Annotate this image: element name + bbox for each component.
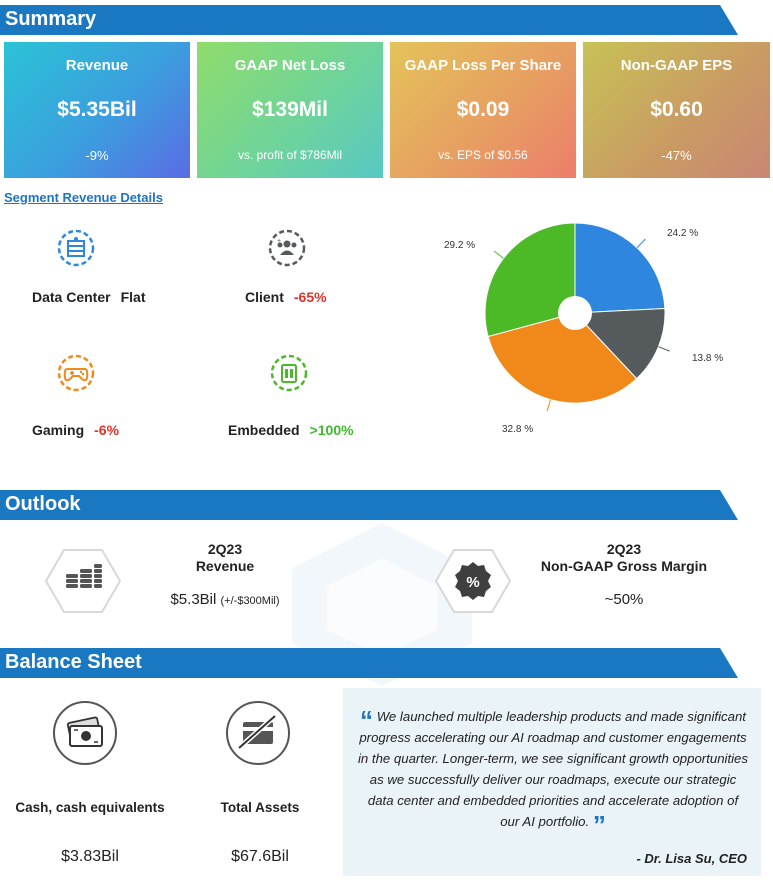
banner-shape [0,648,738,678]
outlook-banner: Outlook [0,490,740,520]
banner-shape [0,490,738,520]
segment-change: -65% [293,289,327,305]
open-quote-icon: “ [360,705,374,735]
percent-icon: % [434,549,512,613]
close-quote-icon: ” [592,810,606,840]
card-value: $139Mil [252,98,328,121]
card-title: Non-GAAP EPS [620,57,733,74]
balance-sheet-banner: Balance Sheet [0,648,740,678]
gaap-net-loss-card: GAAP Net Loss $139Mil vs. profit of $786… [197,42,383,178]
segment-data-center: Data Center Flat [32,289,145,305]
ceo-quote-box: “ We launched multiple leadership produc… [343,688,761,876]
segment-revenue-link[interactable]: Segment Revenue Details [4,190,163,205]
pie-label-4: 29.2 % [444,240,476,251]
svg-text:+: + [277,238,281,245]
pie-slice-3 [487,312,638,404]
segment-change: >100% [309,422,354,438]
segment-client: Client -65% [245,289,327,305]
outlook-period: 2Q23 [606,541,642,557]
card-value: $5.35Bil [57,98,137,121]
outlook-heading: Outlook [5,493,81,515]
embedded-icon [270,354,308,392]
quote-text: We launched multiple leadership products… [358,709,748,829]
pie-label-2: 13.8 % [692,353,724,364]
balance-cash-value: $3.83Bil [61,848,119,865]
no-card-icon [226,701,290,765]
balance-sheet-heading: Balance Sheet [5,651,142,673]
balance-total-assets-value: $67.6Bil [231,848,289,865]
svg-text:%: % [466,574,479,591]
pie-slice-2 [573,307,666,380]
outlook-note: (+/-$300Mil) [220,595,280,607]
segment-change: -6% [94,422,120,438]
segment-gaming: Gaming -6% [32,422,119,438]
card-sub: -9% [85,148,109,163]
summary-heading: Summary [5,8,97,30]
pie-hole [558,296,592,330]
coins-icon [44,549,122,613]
pie-label-3: 32.8 % [502,424,534,435]
card-value: $0.60 [650,98,703,121]
cash-icon [53,701,117,765]
non-gaap-eps-card: Non-GAAP EPS $0.60 -47% [583,42,770,178]
segment-name: Embedded [228,422,300,438]
banner-shape [0,5,738,35]
gaap-loss-per-share-card: GAAP Loss Per Share $0.09 vs. EPS of $0.… [390,42,576,178]
card-value: $0.09 [456,98,510,121]
segment-embedded: Embedded >100% [228,422,354,438]
watermark-logo [292,523,472,686]
card-title: GAAP Loss Per Share [404,57,562,74]
pie-slice-1 [574,222,666,314]
pie-label-1: 24.2 % [667,228,699,239]
outlook-gross-margin: 2Q23 Non-GAAP Gross Margin ~50% [524,541,724,608]
outlook-metric: Revenue [195,558,255,574]
data-center-icon [57,229,95,267]
card-title: Revenue [65,57,129,74]
card-title: GAAP Net Loss [234,57,346,74]
card-sub: vs. profit of $786Mil [237,148,343,162]
outlook-period: 2Q23 [207,541,243,557]
pie-leader-2 [658,346,670,352]
outlook-value: $5.3Bil [170,591,217,608]
revenue-card: Revenue $5.35Bil -9% [4,42,190,178]
segment-name: Gaming [32,422,85,438]
outlook-revenue: 2Q23 Revenue $5.3Bil (+/-$300Mil) [130,541,320,608]
card-sub: -47% [661,148,692,163]
pie-leader-3 [546,399,551,412]
quote-author: - Dr. Lisa Su, CEO [636,851,747,866]
summary-banner: Summary [0,5,740,35]
quote-text-block: “ We launched multiple leadership produc… [357,705,749,838]
pie-slice-4 [484,222,576,338]
outlook-value: ~50% [604,591,644,608]
card-sub: vs. EPS of $0.56 [438,148,528,162]
balance-cash-label: Cash, cash equivalents [15,800,165,815]
outlook-metric: Non-GAAP Gross Margin [540,558,708,574]
segment-name: Client [245,289,284,305]
pie-leader-4 [493,250,504,259]
pie-leader-1 [636,238,646,249]
gaming-icon [57,354,95,392]
outlook-value-line: $5.3Bil (+/-$300Mil) [130,591,320,608]
client-icon: + [268,229,306,267]
segment-change: Flat [120,289,146,305]
balance-total-assets-label: Total Assets [220,800,300,815]
segment-name: Data Center [32,289,111,305]
